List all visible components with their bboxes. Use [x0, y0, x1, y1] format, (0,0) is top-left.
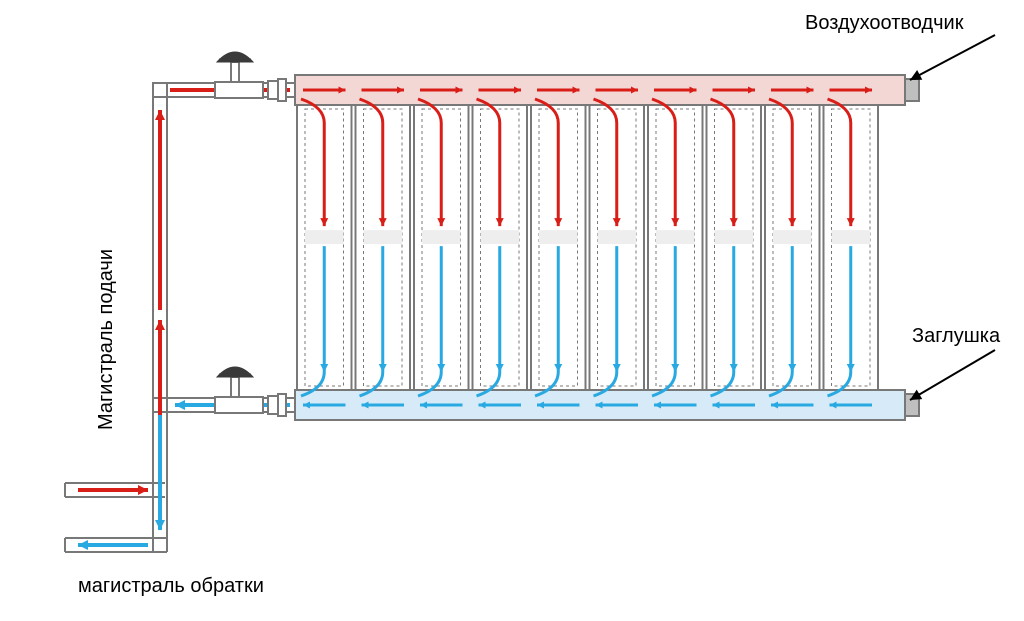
- diagram-svg: [0, 0, 1024, 621]
- air-vent-plug: [905, 79, 919, 101]
- diagram-root: Воздухоотводчик Заглушка Магистраль пода…: [0, 0, 1024, 621]
- label-air-vent: Воздухоотводчик: [805, 12, 963, 35]
- label-return: магистраль обратки: [78, 575, 264, 598]
- label-plug: Заглушка: [912, 325, 1000, 348]
- label-supply: Магистраль подачи: [95, 249, 118, 430]
